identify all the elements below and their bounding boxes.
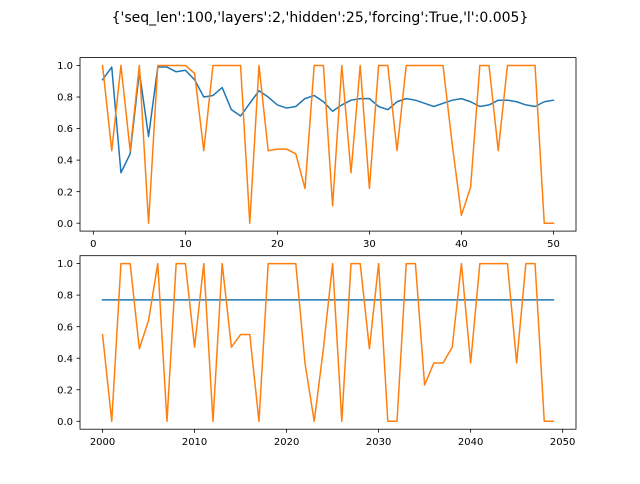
series-1-line — [101, 66, 555, 174]
y-tick-label: 0.4 — [57, 354, 73, 365]
y-tick-label: 1.0 — [57, 61, 73, 72]
x-tick-label: 50 — [547, 239, 560, 250]
x-tick-label: 2030 — [366, 437, 391, 448]
x-tick-label: 30 — [363, 239, 376, 250]
figure-title: {'seq_len':100,'layers':2,'hidden':25,'f… — [112, 10, 529, 26]
x-tick-label: 10 — [179, 239, 192, 250]
x-tick-label: 2050 — [550, 437, 575, 448]
y-tick-label: 0.8 — [57, 93, 73, 104]
x-tick-label: 2000 — [90, 437, 115, 448]
x-tick-label: 2010 — [182, 437, 207, 448]
x-tick-label: 20 — [271, 239, 284, 250]
top-plot-panel: 0 10 20 30 40 50 0.0 0.2 0.4 0.6 0.8 1.0 — [57, 57, 577, 250]
y-tick-label: 0.6 — [57, 322, 73, 333]
y-tick-label: 0.8 — [57, 291, 73, 302]
y-tick-label: 0.0 — [57, 417, 73, 428]
y-tick-label: 0.0 — [57, 219, 73, 230]
y-tick-label: 0.2 — [57, 187, 73, 198]
axes-frame — [79, 57, 577, 232]
y-tick-label: 0.4 — [57, 156, 73, 167]
x-tick-label: 2020 — [274, 437, 299, 448]
bottom-plot-panel: 2000 2010 2020 2030 2040 2050 0.0 0.2 0.4 0.6 0.8 1… — [57, 255, 577, 448]
axes-frame — [79, 255, 577, 430]
x-tick-label: 0 — [90, 239, 96, 250]
series-2-line — [101, 64, 555, 224]
series-2-line — [101, 262, 555, 423]
y-tick-label: 0.6 — [57, 124, 73, 135]
x-tick-label: 2040 — [458, 437, 483, 448]
x-tick-label: 40 — [455, 239, 468, 250]
y-tick-label: 1.0 — [57, 259, 73, 270]
y-tick-label: 0.2 — [57, 385, 73, 396]
